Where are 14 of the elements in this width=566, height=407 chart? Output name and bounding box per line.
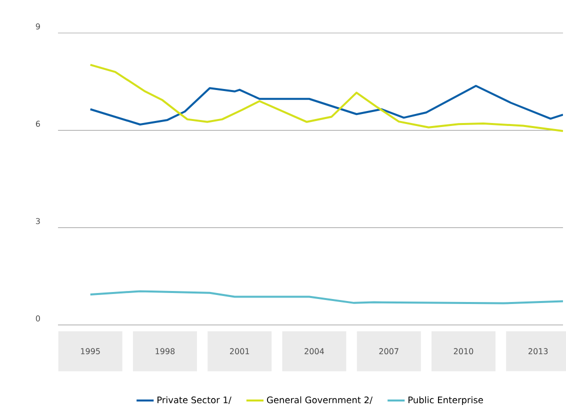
x-tick-label: 2013 bbox=[528, 348, 548, 354]
x-tick-label: 2001 bbox=[230, 348, 250, 354]
y-tick-label: 9 bbox=[36, 23, 40, 30]
y-tick-label: 0 bbox=[36, 315, 40, 322]
legend-label: Private Sector 1/ bbox=[158, 396, 232, 404]
legend-label: Public Enterprise bbox=[408, 396, 483, 406]
x-tick-label: 1998 bbox=[156, 348, 175, 354]
x-tick-label: 2010 bbox=[454, 348, 474, 354]
y-tick-label: 3 bbox=[36, 218, 40, 224]
y-tick-label: 6 bbox=[36, 120, 40, 127]
x-tick-label: 2004 bbox=[304, 348, 324, 354]
x-tick-label: 2007 bbox=[379, 348, 398, 354]
x-tick-label: 1995 bbox=[81, 348, 100, 354]
legend-label: General Government 2/ bbox=[267, 396, 373, 404]
